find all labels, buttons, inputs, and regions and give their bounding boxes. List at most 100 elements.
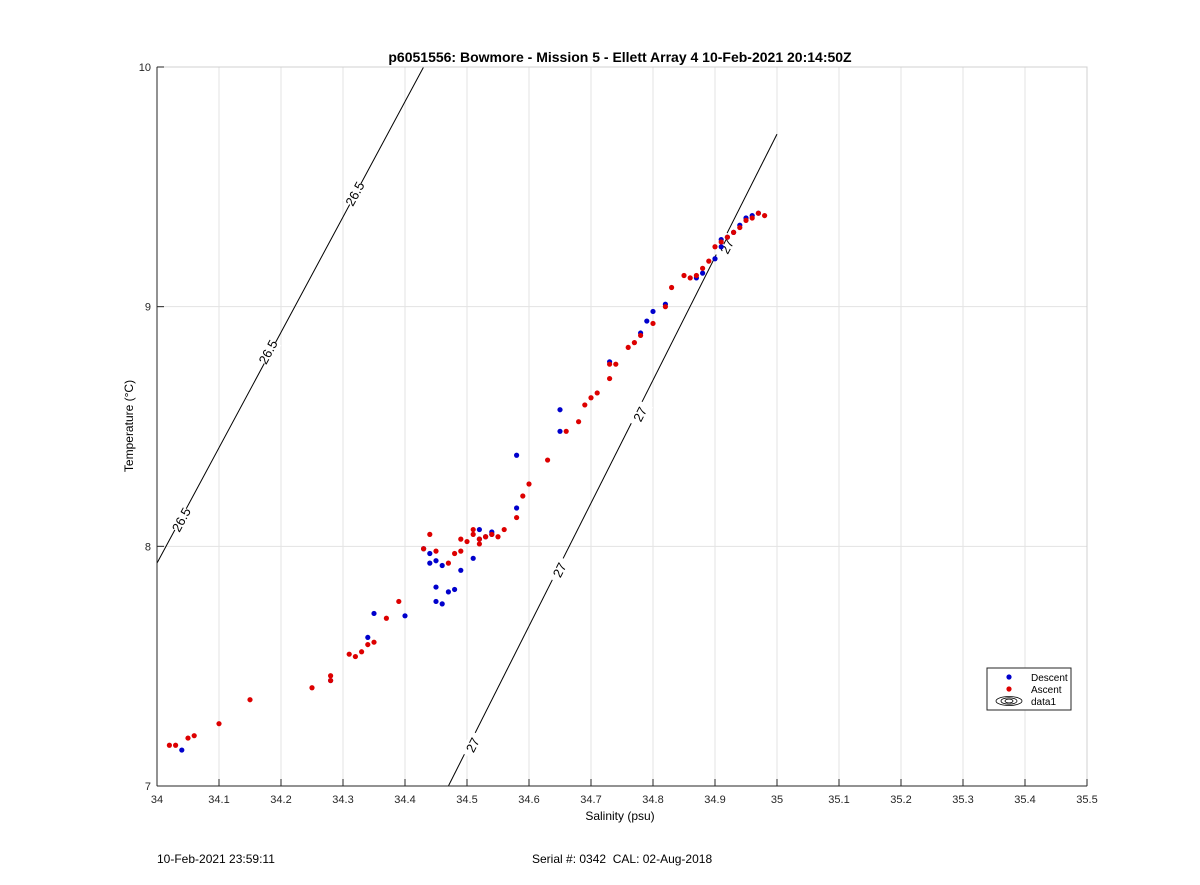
ascent-point (191, 733, 197, 739)
x-tick-label: 34.6 (518, 794, 539, 806)
ascent-point (563, 428, 569, 434)
ascent-point (762, 212, 768, 219)
ascent-point (346, 651, 352, 657)
x-tick-label: 34.7 (580, 794, 601, 806)
ascent-point (427, 531, 433, 537)
descent-point (179, 747, 185, 753)
ascent-point (458, 536, 464, 542)
ascent-point (594, 390, 600, 396)
contour-label: 27 (630, 404, 650, 424)
ascent-point (588, 395, 594, 401)
descent-point (700, 270, 706, 276)
ascent-point (650, 320, 656, 327)
ascent-point (743, 217, 749, 223)
ascent-point (625, 344, 631, 351)
ascent-point (613, 361, 619, 367)
ascent-point (731, 229, 737, 235)
ascent-point (328, 673, 334, 679)
y-tick-label: 10 (139, 62, 151, 74)
y-axis-label: Temperature (°C) (122, 380, 136, 472)
x-tick-label: 34.2 (270, 794, 291, 806)
ascent-point (576, 419, 582, 425)
ascent-point (520, 493, 526, 499)
ascent-point (755, 210, 762, 216)
ascent-point (365, 641, 371, 648)
ascent-point (383, 615, 389, 621)
data-points (166, 210, 768, 753)
descent-point (712, 256, 718, 262)
footer-serial-cal: Serial #: 0342 CAL: 02-Aug-2018 (532, 852, 713, 866)
descent-point (476, 526, 482, 533)
x-tick-label: 35.4 (1014, 794, 1035, 806)
descent-point (514, 505, 520, 511)
legend-descent-label: Descent (1031, 673, 1068, 684)
footer-timestamp: 10-Feb-2021 23:59:11 (157, 852, 275, 866)
ascent-point (216, 721, 222, 727)
plot-area (157, 67, 1087, 786)
x-axis-label: Salinity (psu) (585, 809, 654, 823)
x-tick-label: 34.9 (704, 794, 725, 806)
ascent-point (607, 375, 613, 382)
descent-point (433, 598, 439, 605)
descent-point (458, 567, 464, 573)
contour-label-background (342, 179, 369, 209)
ascent-point (737, 224, 743, 231)
ascent-point (476, 536, 482, 542)
x-tick-label: 34.8 (642, 794, 663, 806)
x-tick-label: 34.1 (208, 794, 229, 806)
contour-label: 27 (550, 560, 570, 580)
x-tick-label: 35 (771, 794, 783, 806)
ascent-point (371, 639, 377, 645)
descent-point (439, 562, 445, 569)
ascent-point (421, 546, 427, 552)
ascent-point (470, 526, 476, 533)
x-tick-label: 35.3 (952, 794, 973, 806)
descent-point (514, 452, 520, 458)
descent-point (433, 584, 439, 590)
ascent-point (328, 677, 334, 684)
ascent-point (247, 697, 253, 703)
ascent-point (309, 685, 315, 691)
contour-label-background (628, 400, 654, 429)
ascent-point (470, 531, 476, 537)
chart-title: p6051556: Bowmore - Mission 5 - Ellett A… (388, 49, 852, 65)
legend-box (986, 667, 1072, 711)
ascent-point (700, 265, 706, 271)
ascent-point (501, 526, 507, 533)
ascent-point (526, 481, 532, 487)
ascent-point (445, 560, 451, 566)
contour-label-background (460, 730, 486, 760)
ascent-point (687, 275, 693, 281)
descent-point (557, 407, 563, 413)
contour-label-background (169, 505, 195, 535)
contour-label-background (714, 232, 740, 262)
ascent-point (352, 653, 358, 660)
ascent-point (173, 742, 179, 748)
descent-point (439, 601, 445, 607)
contour-label-background (255, 337, 282, 367)
y-tick-label: 8 (145, 541, 151, 553)
descent-point (470, 555, 476, 561)
ascent-point (396, 598, 402, 605)
legend-data1-label: data1 (1031, 697, 1056, 708)
descent-point (433, 558, 439, 564)
contour-line (156, 66, 425, 564)
contour-label: 27 (463, 735, 483, 755)
descent-point (557, 428, 563, 434)
ascent-point (483, 534, 489, 540)
x-tick-label: 35.5 (1076, 794, 1097, 806)
descent-point (718, 244, 724, 250)
descent-point (371, 610, 377, 617)
x-tick-label: 35.2 (890, 794, 911, 806)
descent-point (365, 634, 371, 641)
ascent-point (669, 284, 675, 291)
ascent-point (706, 258, 712, 264)
ascent-point (185, 735, 191, 741)
ascent-point (638, 332, 644, 339)
legend-ascent-marker (1006, 686, 1012, 692)
descent-point (427, 560, 433, 566)
ascent-point (607, 361, 613, 367)
ascent-point (582, 402, 588, 408)
